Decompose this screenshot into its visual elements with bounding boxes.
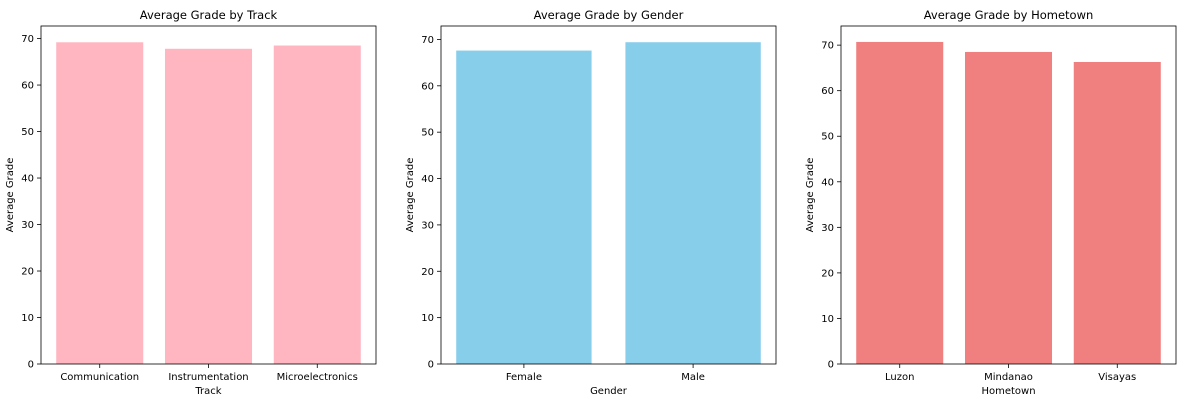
y-tick-label: 20	[821, 268, 834, 279]
y-tick-label: 60	[821, 86, 834, 97]
y-tick-label: 40	[421, 174, 434, 185]
y-tick-label: 50	[421, 128, 434, 139]
bar-communication	[56, 42, 144, 365]
y-tick-label: 20	[421, 267, 434, 278]
bar-luzon	[856, 41, 944, 365]
y-tick-label: 0	[428, 360, 434, 371]
y-axis-label: Average Grade	[5, 158, 16, 233]
bar-female	[456, 50, 592, 364]
y-tick-label: 50	[821, 132, 834, 143]
y-tick-label: 70	[21, 34, 34, 45]
y-tick-label: 10	[21, 313, 34, 324]
bar-instrumentation	[164, 48, 253, 365]
x-axis-label: Hometown	[981, 386, 1035, 397]
axes-frame	[40, 25, 377, 365]
y-tick-label: 30	[21, 220, 34, 231]
y-tick-label: 60	[21, 81, 34, 92]
y-tick-label: 40	[21, 174, 34, 185]
y-tick-label: 50	[21, 127, 34, 138]
bar-mindanao	[964, 51, 1053, 364]
x-tick-label: Luzon	[885, 372, 914, 383]
y-tick-label: 10	[421, 313, 434, 324]
y-tick-label: 60	[421, 81, 434, 92]
axes-frame	[440, 25, 777, 365]
chart-panel-2: Female Male 0 10 20 30 40 50 60 70 Average Grade b…	[405, 8, 777, 397]
x-tick-label: Instrumentation	[168, 372, 248, 383]
y-tick-label: 30	[821, 223, 834, 234]
y-tick-label: 70	[421, 35, 434, 46]
y-axis-label: Average Grade	[405, 158, 416, 233]
bar-microelectronics	[273, 45, 361, 364]
y-tick-label: 0	[28, 360, 34, 371]
y-tick-label: 70	[821, 41, 834, 52]
x-tick-label: Visayas	[1098, 372, 1136, 383]
chart-panel-1: Communication Instrumentation Microelectro…	[5, 8, 377, 397]
x-axis-label: Track	[194, 386, 221, 397]
x-tick-label: Microelectronics	[277, 372, 358, 383]
x-tick-label: Female	[506, 372, 542, 383]
bar-male	[625, 42, 761, 364]
x-tick-label: Communication	[60, 372, 139, 383]
y-tick-label: 30	[421, 220, 434, 231]
y-tick-label: 10	[821, 314, 834, 325]
x-tick-label: Mindanao	[984, 372, 1033, 383]
chart-title: Average Grade by Hometown	[924, 8, 1094, 22]
axes-frame	[840, 25, 1177, 365]
y-tick-label: 0	[828, 360, 834, 371]
chart-title: Average Grade by Gender	[534, 8, 684, 22]
chart-title: Average Grade by Track	[140, 8, 278, 22]
x-axis-label: Gender	[590, 386, 628, 397]
y-axis-label: Average Grade	[805, 158, 816, 233]
y-tick-label: 40	[821, 177, 834, 188]
y-tick-label: 20	[21, 267, 34, 278]
x-tick-label: Male	[681, 372, 705, 383]
chart-panel-3: Luzon Mindanao Visayas 0 10 20 30 40 50 60 70 Avera…	[805, 8, 1177, 397]
bar-visayas	[1073, 61, 1161, 365]
